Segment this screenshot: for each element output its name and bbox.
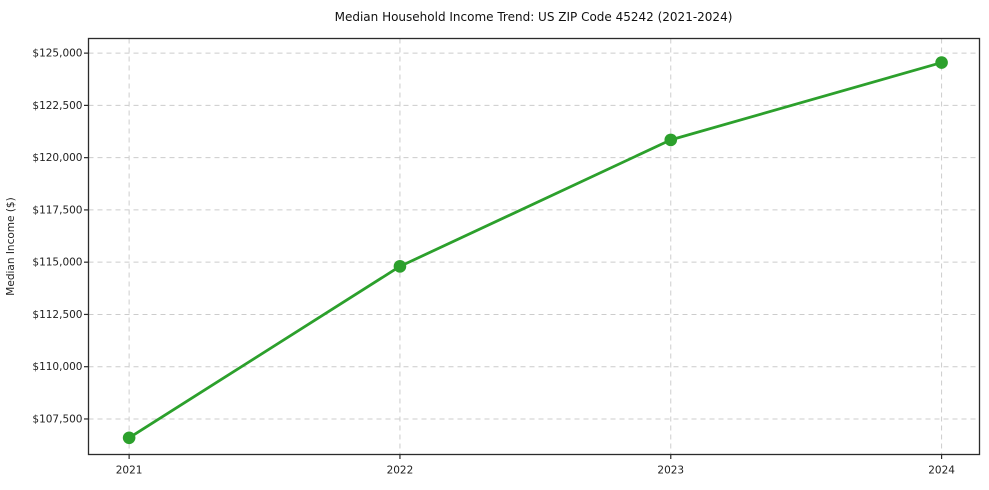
y-tick-label: $122,500 bbox=[32, 100, 82, 112]
y-tick-label: $120,000 bbox=[32, 152, 82, 164]
y-tick-label: $115,000 bbox=[32, 257, 82, 269]
data-point bbox=[935, 56, 948, 69]
y-tick-label: $125,000 bbox=[32, 48, 82, 60]
x-tick-label: 2024 bbox=[928, 465, 955, 477]
y-tick-label: $112,500 bbox=[32, 309, 82, 321]
y-tick-label: $117,500 bbox=[32, 204, 82, 216]
data-point bbox=[393, 260, 407, 273]
chart-title: Median Household Income Trend: US ZIP Co… bbox=[334, 10, 733, 24]
data-point bbox=[122, 431, 136, 445]
series-line bbox=[127, 61, 943, 440]
x-tick-label: 2023 bbox=[657, 465, 684, 477]
axes-frame bbox=[87, 37, 981, 456]
x-tick-label: 2022 bbox=[387, 465, 414, 477]
y-tick-label: $110,000 bbox=[32, 361, 82, 373]
y-tick-label: $107,500 bbox=[32, 413, 82, 425]
data-point bbox=[664, 133, 678, 147]
x-tick-label: 2021 bbox=[116, 465, 143, 477]
y-axis-label: Median Income ($) bbox=[5, 197, 17, 295]
